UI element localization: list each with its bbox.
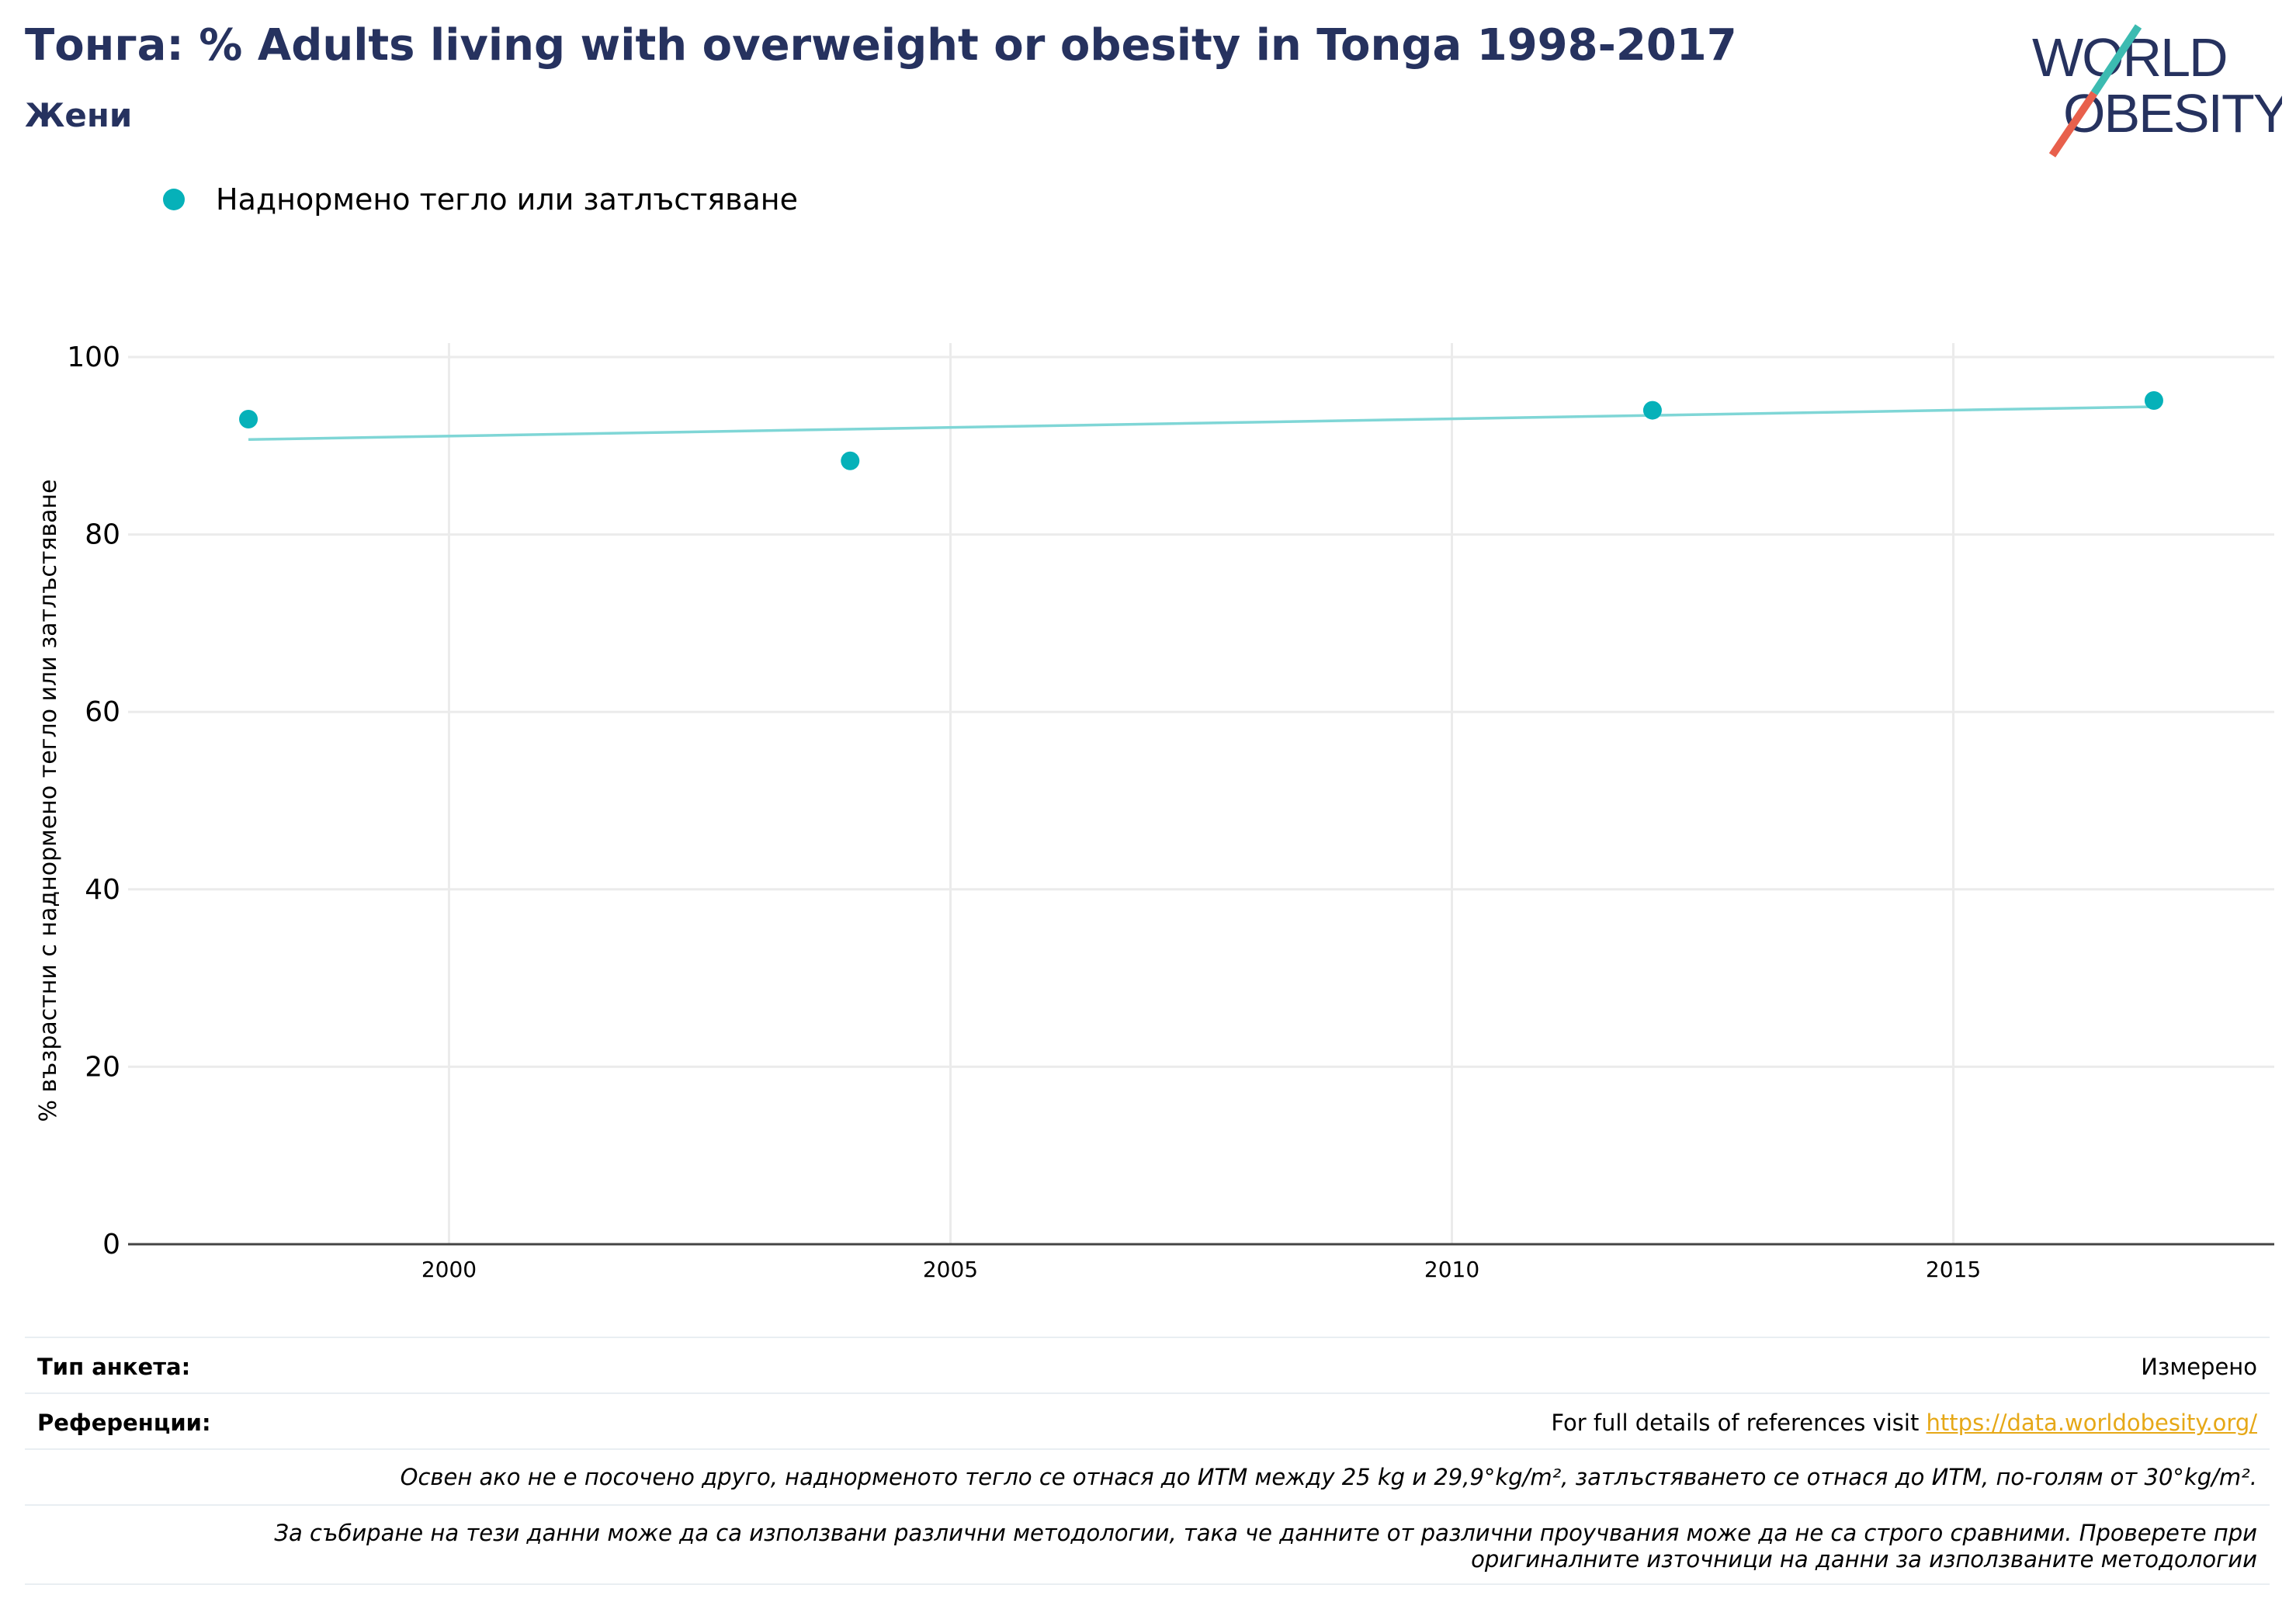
y-axis-title: % възрастни с наднормено тегло или затлъ… [35,479,62,1122]
methodology-note-line2: оригиналните източници на данни за изпол… [1471,1546,2257,1573]
chart-legend: Наднормено тегло или затлъстяване [163,180,798,219]
logo-word-obesity: OBESITY [2063,83,2282,144]
references-label: Референции: [37,1410,211,1436]
methodology-note-row: За събиране на тези данни може да са изп… [25,1504,2270,1585]
chart-title: Тонга: % Adults living with overweight o… [25,20,1737,71]
survey-type-label: Тип анкета: [37,1354,191,1380]
y-tick-label: 20 [85,1051,120,1083]
survey-type-value: Измерено [2141,1354,2257,1380]
data-point [1642,401,1662,420]
definition-note: Освен ако не е посочено друго, наднормен… [400,1464,2257,1490]
references-prefix: For full details of references visit [1551,1410,1927,1436]
references-row: Референции: For full details of referenc… [25,1392,2270,1450]
x-tick-label: 2010 [1424,1257,1479,1282]
x-tick-label: 2005 [923,1257,978,1282]
y-tick-label: 80 [85,519,120,551]
logo-slash-teal [2090,24,2142,95]
x-tick-label: 2015 [1926,1257,1981,1282]
methodology-note: За събиране на тези данни може да са изп… [274,1520,2257,1573]
data-point [239,410,258,429]
y-tick-label: 0 [102,1229,120,1261]
chart-area: 0 20 40 60 80 100 2000 2005 2010 2015 % възрастни … [35,342,2274,1282]
references-link[interactable]: https://data.worldobesity.org/ [1926,1410,2257,1436]
data-point [2144,391,2163,411]
logo-slash-red [2048,91,2098,158]
y-tick-label: 60 [85,696,120,728]
chart-subtitle: Жени [25,96,133,134]
legend-marker [163,189,185,210]
methodology-note-line1: За събиране на тези данни може да са изп… [274,1520,2257,1546]
survey-type-row: Тип анкета: Измерено [25,1337,2270,1394]
world-obesity-logo: WORLD OBESITY [2032,24,2282,158]
data-point [841,451,860,470]
legend-label: Наднормено тегло или затлъстяване [216,182,798,217]
references-text: For full details of references visit htt… [1551,1410,2257,1436]
y-tick-label: 100 [67,342,120,373]
x-tick-label: 2000 [421,1257,477,1282]
trend-line [248,405,2154,442]
y-tick-label: 40 [85,874,120,906]
definition-note-row: Освен ако не е посочено друго, наднормен… [25,1448,2270,1506]
